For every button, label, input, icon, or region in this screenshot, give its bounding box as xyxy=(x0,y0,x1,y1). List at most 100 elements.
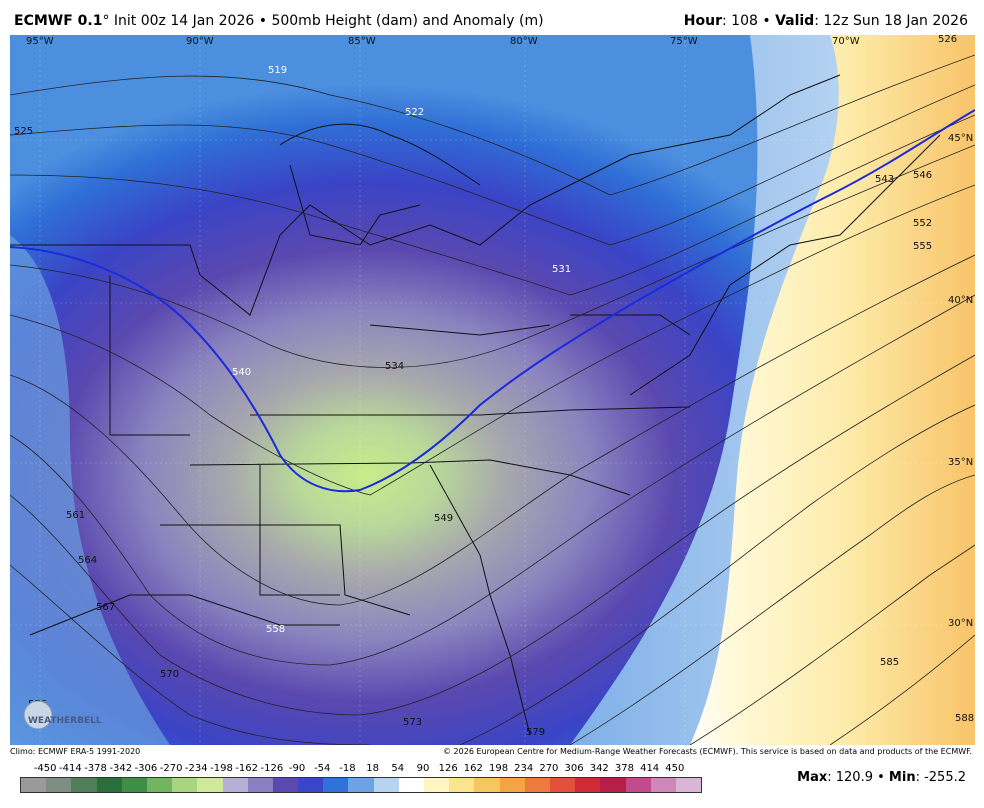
colorbar-swatch xyxy=(21,778,47,792)
colorbar-swatch xyxy=(449,778,475,792)
logo-text: WEATHERBELL xyxy=(28,716,102,726)
lat-label: 30°N xyxy=(948,618,973,629)
map-title: ECMWF 0.1° Init 00z 14 Jan 2026 • 500mb … xyxy=(14,13,544,29)
colorbar-tick-label: 342 xyxy=(589,763,609,774)
climo-note: Climo: ECMWF ERA-5 1991-2020 xyxy=(10,747,141,756)
colorbar-tick-label: -342 xyxy=(109,763,133,774)
contour-label: 558 xyxy=(266,624,285,635)
colorbar-tick-label: -378 xyxy=(84,763,107,774)
contour-label: 567 xyxy=(96,602,115,613)
colorbar-swatch xyxy=(46,778,72,792)
min-label: Min xyxy=(888,770,916,785)
contour-label: 573 xyxy=(403,717,422,728)
colorbar-tick-label: -54 xyxy=(314,763,331,774)
lat-label: 45°N xyxy=(948,133,973,144)
colorbar-tick-label: -18 xyxy=(339,763,356,774)
colorbar-tick-label: 234 xyxy=(514,763,534,774)
lon-label: 70°W xyxy=(832,36,860,47)
footer: Climo: ECMWF ERA-5 1991-2020 © 2026 Euro… xyxy=(10,745,975,759)
colorbar-swatch xyxy=(272,778,299,792)
colorbar-tick-label: -198 xyxy=(210,763,233,774)
copyright-note: © 2026 European Centre for Medium-Range … xyxy=(443,747,972,756)
colorbar-tick-label: 414 xyxy=(640,763,660,774)
positive-anomaly-area xyxy=(690,35,975,745)
contour-label: 526 xyxy=(938,35,957,45)
contour-label: 546 xyxy=(913,170,932,181)
colorbar-swatch xyxy=(650,778,676,792)
valid-value: : 12z Sun 18 Jan 2026 xyxy=(814,13,968,29)
contour-label: 552 xyxy=(913,218,932,229)
lon-label: 90°W xyxy=(186,36,214,47)
colorbar-swatch xyxy=(474,778,500,792)
colorbar-ticks: -450 -414 -378 -342 -306 -270 -234 -198 -162 -126… xyxy=(10,763,710,775)
colorbar-tick-label: 198 xyxy=(488,763,509,774)
colorbar-swatch xyxy=(121,778,147,792)
contour-label: 534 xyxy=(385,361,404,372)
lat-label: 40°N xyxy=(948,295,973,306)
colorbar-swatch xyxy=(398,778,424,792)
forecast-time: Hour: 108 • Valid: 12z Sun 18 Jan 2026 xyxy=(684,13,968,29)
colorbar-tick-label: 54 xyxy=(391,763,405,774)
colorbar-swatch xyxy=(348,778,374,792)
colorbar-tick-label: -306 xyxy=(134,763,158,774)
time-separator: • xyxy=(757,13,776,29)
colorbar-swatch xyxy=(323,778,349,792)
colorbar-tick-label: -414 xyxy=(59,763,82,774)
contour-label: 531 xyxy=(552,264,571,275)
max-value: : 120.9 xyxy=(827,770,873,785)
colorbar-tick-label: 162 xyxy=(463,763,483,774)
contour-label: 555 xyxy=(913,241,932,252)
contour-label: 564 xyxy=(78,555,97,566)
lon-label: 95°W xyxy=(26,36,54,47)
colorbar-swatch xyxy=(298,778,324,792)
lon-label: 75°W xyxy=(670,36,698,47)
colorbar-swatch xyxy=(197,778,223,792)
colorbar-tick-label: -234 xyxy=(184,763,208,774)
colorbar-swatch xyxy=(71,778,97,792)
contour-label: 540 xyxy=(232,367,251,378)
lon-label: 85°W xyxy=(348,36,376,47)
contour-label: 519 xyxy=(268,65,287,76)
weatherbell-logo: WEATHERBELL xyxy=(23,700,102,730)
colorbar-swatch xyxy=(499,778,525,792)
colorbar-tick-label: -126 xyxy=(260,763,284,774)
contour-label: 579 xyxy=(526,727,545,738)
lat-label: 35°N xyxy=(948,457,973,468)
product-name: 500mb Height (dam) and Anomaly (m) xyxy=(271,13,544,29)
colorbar-swatch xyxy=(424,778,450,792)
colorbar-swatch xyxy=(96,778,122,792)
colorbar-swatch xyxy=(247,778,273,792)
contour-label: 561 xyxy=(66,510,85,521)
borders xyxy=(10,74,941,736)
colorbar-swatch xyxy=(146,778,173,792)
colorbar xyxy=(20,777,702,793)
colorbar-swatch xyxy=(373,778,399,792)
colorbar-tick-label: 270 xyxy=(539,763,559,774)
colorbar-swatch xyxy=(549,778,576,792)
colorbar-tick-label: 126 xyxy=(438,763,458,774)
grid-lines xyxy=(10,35,975,745)
colorbar-tick-label: 18 xyxy=(366,763,379,774)
contour-label: 585 xyxy=(880,657,899,668)
contour-label: 543 xyxy=(875,174,894,185)
colorbar-swatch xyxy=(172,778,198,792)
contour-label: 525 xyxy=(14,126,33,137)
negative-anomaly-west xyxy=(10,235,170,745)
hour-value: : 108 xyxy=(722,13,758,29)
init-time: Init 00z 14 Jan 2026 xyxy=(109,13,255,29)
max-label: Max xyxy=(797,770,828,785)
title-separator: • xyxy=(254,13,272,29)
colorbar-swatch xyxy=(625,778,651,792)
anomaly-map: 95°W 90°W 85°W 80°W 75°W 70°W 45°N 40°N … xyxy=(10,35,975,745)
contour-label: 522 xyxy=(405,107,424,118)
height-contours xyxy=(10,54,975,745)
colorbar-swatch xyxy=(575,778,601,792)
colorbar-swatch xyxy=(524,778,550,792)
contour-label: 588 xyxy=(955,713,974,724)
max-min-stats: Max: 120.9 • Min: -255.2 xyxy=(797,770,966,785)
lon-labels: 95°W 90°W 85°W 80°W 75°W 70°W xyxy=(26,36,860,47)
colorbar-tick-label: -162 xyxy=(235,763,259,774)
colorbar-tick-label: 450 xyxy=(665,763,685,774)
hour-label: Hour xyxy=(683,13,722,29)
colorbar-tick-label: -90 xyxy=(288,763,306,774)
